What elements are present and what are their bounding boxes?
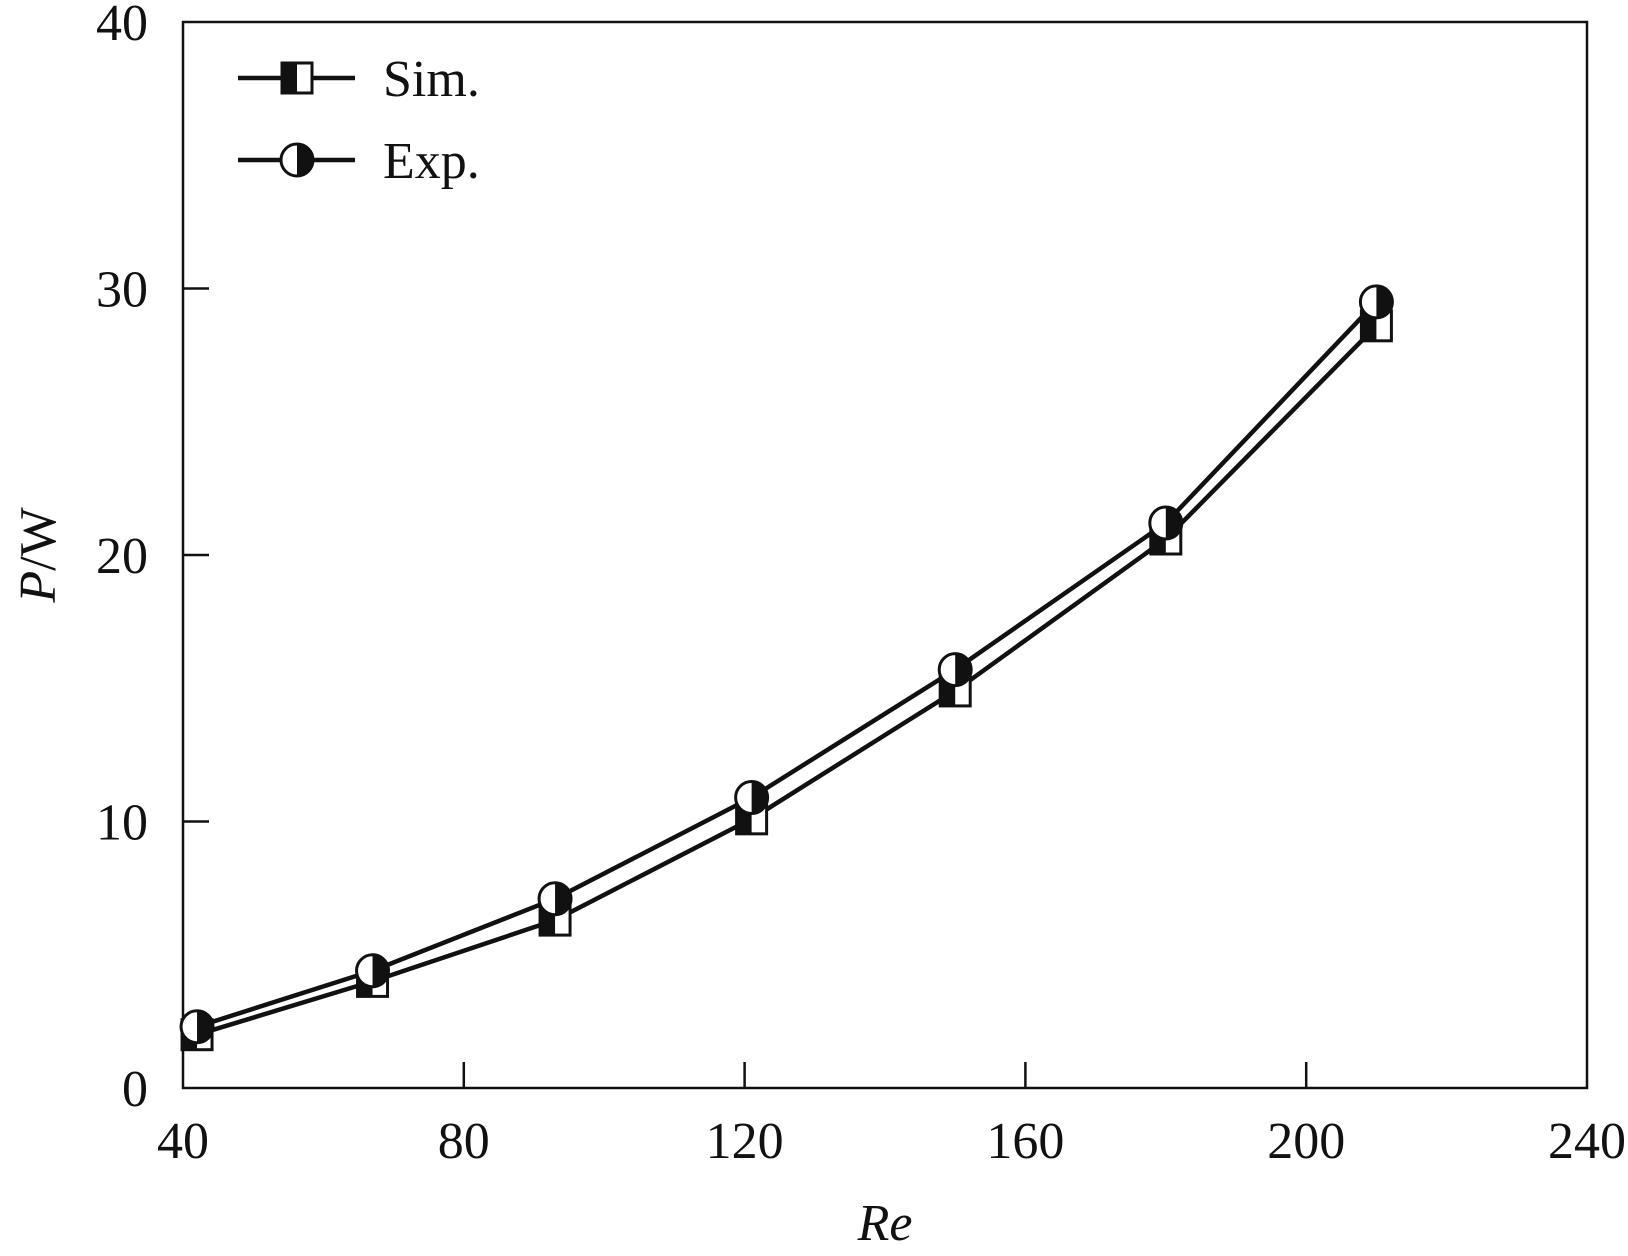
series-2 (179, 284, 1394, 1045)
y-tick-label: 0 (122, 1061, 148, 1118)
legend-marker (279, 142, 315, 178)
series-1 (180, 309, 1393, 1052)
data-point (734, 780, 770, 816)
legend-item: Exp. (238, 133, 480, 190)
x-axis-title: Re (857, 1195, 913, 1252)
data-point (1358, 284, 1394, 320)
x-tick-label: 40 (157, 1113, 209, 1170)
series-layer (179, 284, 1394, 1052)
x-tick-label: 160 (986, 1113, 1064, 1170)
legend-label: Sim. (383, 51, 480, 108)
axis-ticks: 40 80 120 160 200 240 0 10 20 30 40 (96, 0, 1626, 1170)
y-tick-label: 30 (96, 262, 148, 319)
data-point (355, 953, 391, 989)
y-tick-label: 10 (96, 795, 148, 852)
series-line (196, 324, 1379, 1037)
x-tick-label: 240 (1548, 1113, 1626, 1170)
series-line (196, 300, 1379, 1029)
legend-label: Exp. (383, 133, 480, 190)
y-tick-label: 20 (96, 528, 148, 585)
data-point (937, 652, 973, 688)
legend-marker (280, 61, 314, 95)
x-tick-label: 120 (706, 1113, 784, 1170)
y-tick-label: 40 (96, 0, 148, 52)
legend-item: Sim. (238, 51, 480, 108)
data-point (179, 1009, 215, 1045)
data-point (537, 881, 573, 917)
legend: Sim. Exp. (238, 51, 480, 190)
x-tick-label: 200 (1267, 1113, 1345, 1170)
data-point (1148, 505, 1184, 541)
y-axis-title-unit: /W (10, 507, 67, 571)
y-axis-title-symbol: P (10, 571, 67, 604)
y-axis-title: P/W (10, 507, 67, 603)
x-tick-label: 80 (438, 1113, 490, 1170)
